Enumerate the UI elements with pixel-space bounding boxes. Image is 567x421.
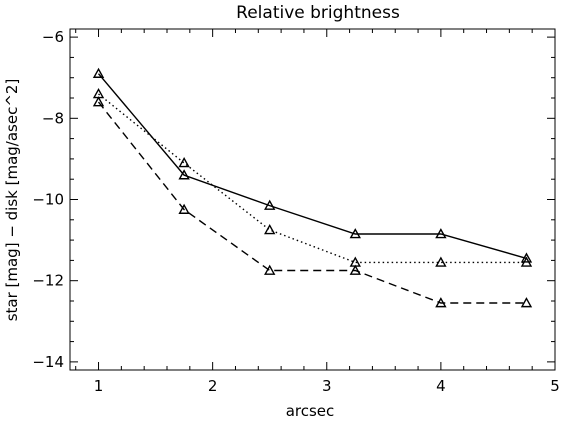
- y-tick-label: −8: [42, 109, 64, 127]
- data-point-marker: [178, 203, 190, 214]
- x-tick-label: 3: [322, 377, 332, 395]
- data-point-marker: [520, 252, 533, 263]
- data-point-marker: [349, 228, 361, 239]
- data-point-marker: [520, 297, 533, 308]
- x-tick-label: 2: [208, 377, 218, 395]
- data-point-marker: [178, 169, 190, 180]
- data-point-marker: [92, 67, 105, 78]
- data-point-marker: [264, 264, 276, 275]
- data-point-marker: [435, 297, 447, 308]
- data-point-marker: [264, 224, 276, 235]
- data-point-marker: [520, 256, 533, 267]
- x-ticks: 1 2 3 4 5: [75, 29, 560, 395]
- data-point-marker: [435, 228, 447, 239]
- data-point-marker: [178, 157, 190, 168]
- y-tick-label: −12: [32, 272, 64, 290]
- series-layer: [92, 67, 533, 308]
- series-solid: [92, 67, 533, 263]
- data-point-marker: [92, 96, 105, 107]
- chart-title: Relative brightness: [236, 3, 400, 23]
- x-tick-label: 5: [550, 377, 560, 395]
- y-ticks: −14 −12 −10 −8 −6: [32, 28, 555, 371]
- y-tick-label: −10: [32, 191, 64, 209]
- series-dashed: [92, 96, 533, 308]
- data-point-marker: [349, 264, 361, 275]
- series-line-dotted: [98, 93, 527, 264]
- data-point-marker: [264, 199, 276, 210]
- series-line-dashed: [97, 101, 527, 304]
- plot-frame: [69, 28, 556, 371]
- y-tick-label: −14: [32, 353, 64, 371]
- x-tick-label: 1: [94, 377, 104, 395]
- series-line-solid: [97, 73, 527, 260]
- x-axis-title: arcsec: [286, 402, 335, 420]
- y-axis-title: star [mag] − disk [mag/asec^2]: [3, 79, 21, 322]
- y-tick-label: −6: [42, 28, 64, 46]
- x-tick-label: 4: [436, 377, 446, 395]
- data-point-marker: [435, 256, 447, 267]
